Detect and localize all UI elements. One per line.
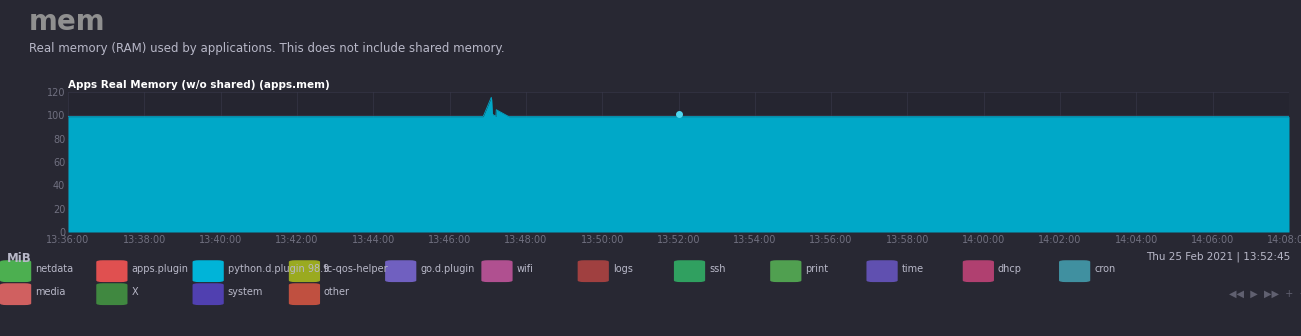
Text: cron: cron	[1094, 264, 1115, 274]
Text: print: print	[805, 264, 829, 274]
Text: python.d.plugin 98.9: python.d.plugin 98.9	[228, 264, 329, 274]
Text: other: other	[324, 287, 350, 297]
Text: Real memory (RAM) used by applications. This does not include shared memory.: Real memory (RAM) used by applications. …	[29, 42, 505, 55]
Text: go.d.plugin: go.d.plugin	[420, 264, 475, 274]
Text: X: X	[131, 287, 138, 297]
Text: Thu 25 Feb 2021 | 13:52:45: Thu 25 Feb 2021 | 13:52:45	[1146, 252, 1291, 262]
Text: ◀◀  ▶  ▶▶  +  −  ⊙: ◀◀ ▶ ▶▶ + − ⊙	[1229, 288, 1301, 298]
Text: system: system	[228, 287, 263, 297]
Text: time: time	[902, 264, 924, 274]
Text: mem: mem	[29, 8, 105, 36]
Text: apps.plugin: apps.plugin	[131, 264, 189, 274]
Text: tc-qos-helper: tc-qos-helper	[324, 264, 389, 274]
Text: netdata: netdata	[35, 264, 73, 274]
Text: dhcp: dhcp	[998, 264, 1021, 274]
Text: wifi: wifi	[516, 264, 533, 274]
Text: ssh: ssh	[709, 264, 726, 274]
Text: Apps Real Memory (w/o shared) (apps.mem): Apps Real Memory (w/o shared) (apps.mem)	[68, 80, 329, 90]
Text: logs: logs	[613, 264, 632, 274]
Text: MiB: MiB	[7, 252, 31, 265]
Text: media: media	[35, 287, 65, 297]
